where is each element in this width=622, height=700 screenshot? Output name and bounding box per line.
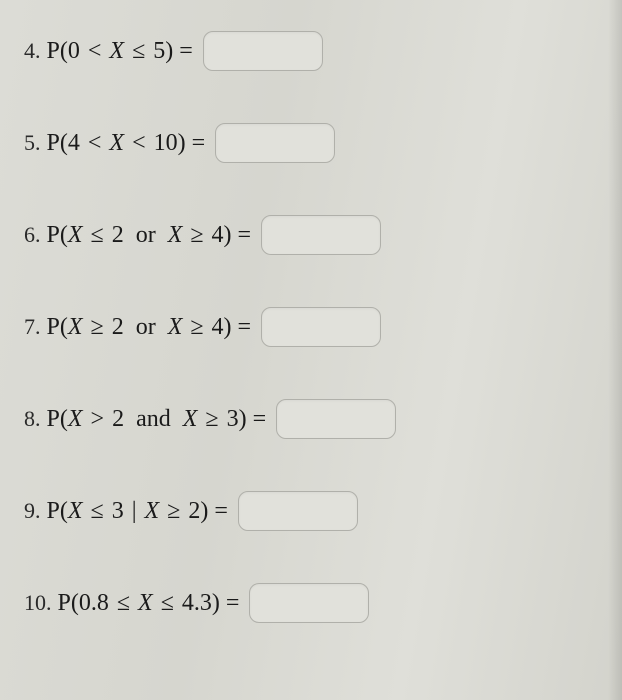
problem-row: 4. P(0 < X ≤ 5) = bbox=[24, 28, 622, 74]
problem-expression: P(0 < X ≤ 5) bbox=[47, 38, 174, 65]
equals-sign: = bbox=[226, 590, 240, 617]
problem-number: 4. bbox=[24, 38, 41, 64]
problem-expression: P(X ≥ 2 or X ≥ 4) bbox=[47, 314, 232, 341]
answer-input[interactable] bbox=[215, 123, 335, 163]
problem-expression: P(X ≤ 2 or X ≥ 4) bbox=[47, 222, 232, 249]
problem-number: 7. bbox=[24, 314, 41, 340]
problem-number: 8. bbox=[24, 406, 41, 432]
problem-expression: P(0.8 ≤ X ≤ 4.3) bbox=[58, 590, 220, 617]
equals-sign: = bbox=[253, 406, 267, 433]
answer-input[interactable] bbox=[238, 491, 358, 531]
problem-number: 6. bbox=[24, 222, 41, 248]
problem-expression: P(4 < X < 10) bbox=[47, 130, 186, 157]
answer-input[interactable] bbox=[261, 215, 381, 255]
equals-sign: = bbox=[238, 222, 252, 249]
equals-sign: = bbox=[192, 130, 206, 157]
problem-row: 6. P(X ≤ 2 or X ≥ 4) = bbox=[24, 212, 622, 258]
problem-number: 9. bbox=[24, 498, 41, 524]
problem-row: 10. P(0.8 ≤ X ≤ 4.3) = bbox=[24, 580, 622, 626]
problem-number: 10. bbox=[24, 590, 52, 616]
answer-input[interactable] bbox=[276, 399, 396, 439]
answer-input[interactable] bbox=[203, 31, 323, 71]
answer-input[interactable] bbox=[249, 583, 369, 623]
problem-number: 5. bbox=[24, 130, 41, 156]
problem-row: 7. P(X ≥ 2 or X ≥ 4) = bbox=[24, 304, 622, 350]
worksheet-page: 4. P(0 < X ≤ 5) = 5. P(4 < X < 10) = 6. … bbox=[0, 0, 622, 700]
problem-row: 8. P(X > 2 and X ≥ 3) = bbox=[24, 396, 622, 442]
page-shadow bbox=[608, 0, 622, 700]
problem-row: 9. P(X ≤ 3 | X ≥ 2) = bbox=[24, 488, 622, 534]
problem-expression: P(X ≤ 3 | X ≥ 2) bbox=[47, 498, 209, 525]
problem-row: 5. P(4 < X < 10) = bbox=[24, 120, 622, 166]
equals-sign: = bbox=[179, 38, 193, 65]
problem-expression: P(X > 2 and X ≥ 3) bbox=[47, 406, 247, 433]
equals-sign: = bbox=[214, 498, 228, 525]
equals-sign: = bbox=[238, 314, 252, 341]
answer-input[interactable] bbox=[261, 307, 381, 347]
